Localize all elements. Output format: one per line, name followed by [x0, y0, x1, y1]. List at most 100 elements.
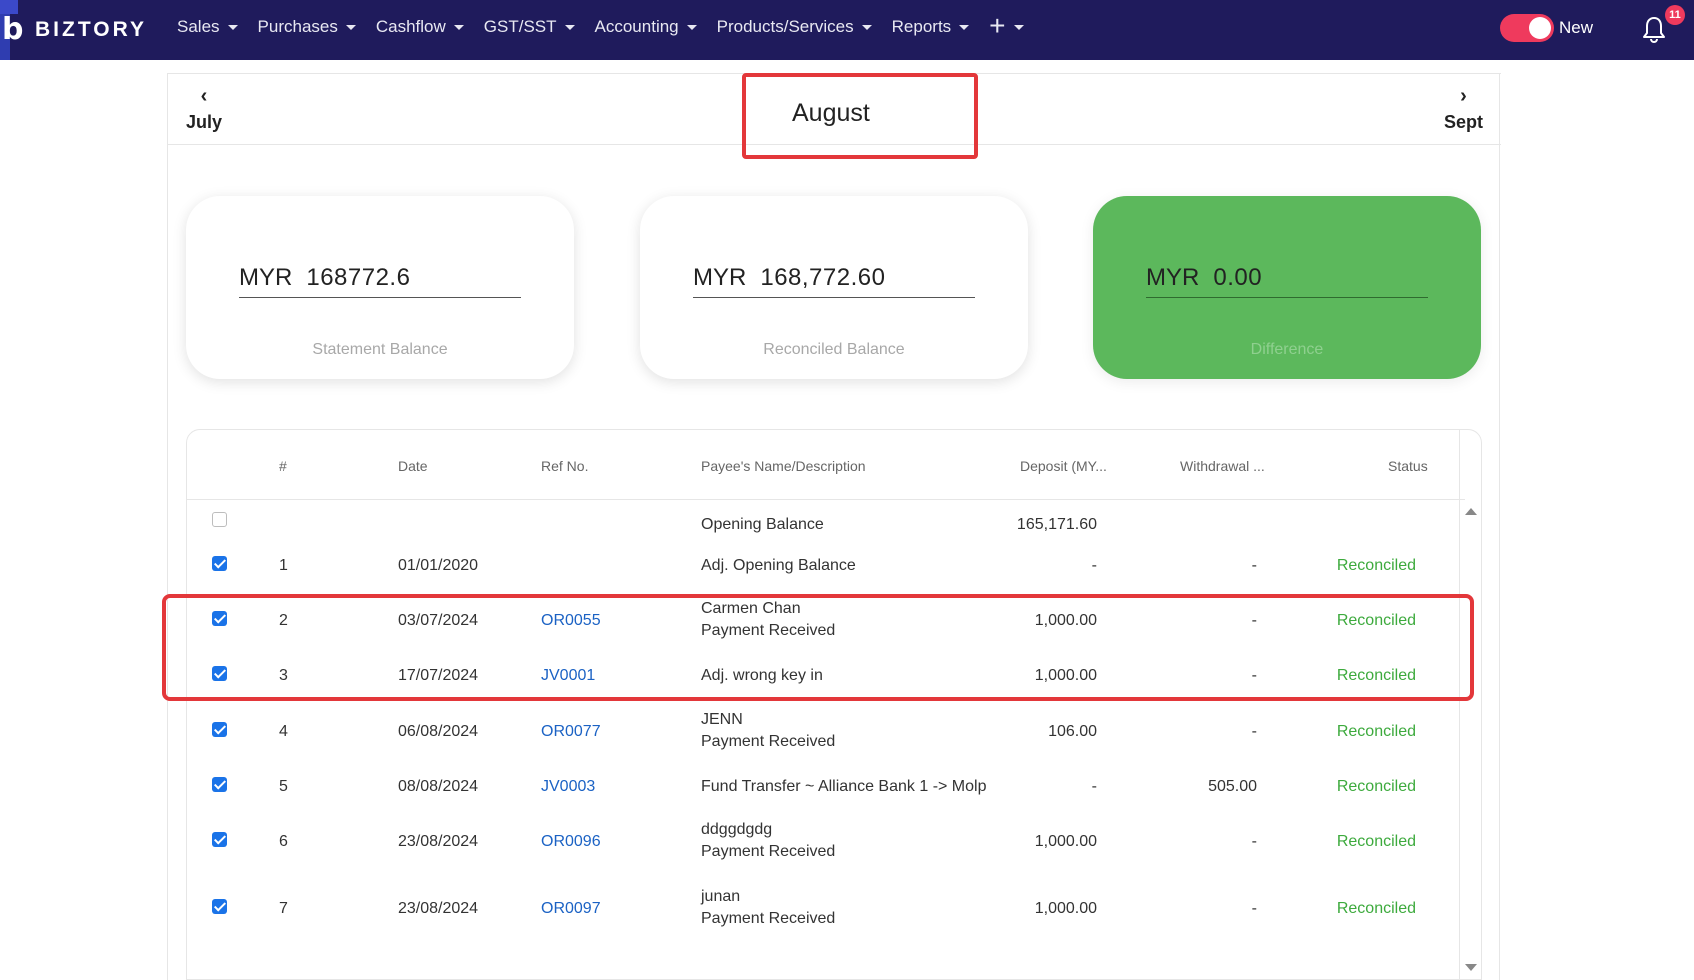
difference-value: 0.00 — [1213, 263, 1263, 291]
row-status: Reconciled — [1336, 833, 1416, 850]
col-header-date[interactable]: Date — [398, 458, 428, 474]
table-header: # Date Ref No. Payee's Name/Description … — [187, 430, 1465, 500]
row-description: Adj. wrong key in — [701, 667, 823, 684]
row-status: Reconciled — [1336, 612, 1416, 629]
notification-badge: 11 — [1665, 5, 1685, 25]
row-number: 6 — [279, 833, 288, 850]
menu-label: Cashflow — [375, 17, 446, 36]
brand-name: BIZTORY — [35, 18, 148, 41]
row-ref-link[interactable]: OR0096 — [541, 833, 601, 850]
table-scrollbar[interactable] — [1459, 430, 1481, 979]
row-deposit: 1,000.00 — [1034, 612, 1097, 629]
chevron-down-icon — [227, 24, 238, 30]
row-checkbox[interactable] — [212, 666, 227, 681]
menu-purchases[interactable]: Purchases — [258, 17, 356, 37]
col-header-status[interactable]: Status — [1388, 458, 1428, 474]
transactions-table: # Date Ref No. Payee's Name/Description … — [186, 429, 1482, 980]
col-header-withdrawal[interactable]: Withdrawal ... — [1180, 458, 1265, 474]
row-withdrawal: 505.00 — [1208, 778, 1257, 795]
chevron-down-icon — [453, 24, 464, 30]
menu-cashflow[interactable]: Cashflow — [376, 17, 464, 37]
row-number: 5 — [279, 778, 288, 795]
menu-label: Purchases — [257, 17, 338, 36]
row-checkbox[interactable] — [212, 832, 227, 847]
row-withdrawal: - — [1251, 723, 1257, 740]
scroll-up-icon[interactable] — [1465, 508, 1477, 515]
row-checkbox[interactable] — [212, 512, 227, 527]
bell-icon[interactable] — [1640, 14, 1668, 44]
row-deposit: 1,000.00 — [1034, 667, 1097, 684]
statement-balance-caption: Statement Balance — [312, 341, 448, 358]
row-date: 08/08/2024 — [398, 778, 479, 795]
row-payee: Carmen Chan — [701, 600, 801, 617]
toggle-label: New — [1559, 18, 1594, 37]
col-header-payee[interactable]: Payee's Name/Description — [701, 458, 866, 474]
row-date: 17/07/2024 — [398, 667, 479, 684]
row-number: 2 — [279, 612, 288, 629]
quick-add-menu[interactable]: + — [989, 10, 1024, 42]
row-status: Reconciled — [1336, 557, 1416, 574]
brand-logo[interactable]: b BIZTORY — [0, 0, 147, 60]
new-ui-toggle[interactable] — [1500, 14, 1554, 42]
row-description: JENN Payment Received — [701, 711, 835, 751]
col-header-ref[interactable]: Ref No. — [541, 458, 589, 474]
row-deposit: 1,000.00 — [1034, 833, 1097, 850]
menu-gst-sst[interactable]: GST/SST — [484, 17, 575, 37]
row-ref-link[interactable]: OR0077 — [541, 723, 601, 740]
col-header-number[interactable]: # — [279, 458, 287, 474]
row-checkbox[interactable] — [212, 611, 227, 626]
next-month-label: Sept — [1443, 112, 1483, 132]
row-date: 03/07/2024 — [398, 612, 479, 629]
current-month-label: August — [792, 99, 870, 127]
row-ref-link[interactable]: OR0097 — [541, 900, 601, 917]
row-checkbox[interactable] — [212, 777, 227, 792]
previous-month-button[interactable]: ‹ July — [186, 86, 222, 133]
row-deposit: 1,000.00 — [1034, 900, 1097, 917]
row-checkbox[interactable] — [212, 722, 227, 737]
table-row: 4 06/08/2024 OR0077 JENN Payment Receive… — [187, 705, 1465, 760]
menu-reports[interactable]: Reports — [892, 17, 970, 37]
row-date: 23/08/2024 — [398, 900, 479, 917]
row-status: Reconciled — [1336, 778, 1416, 795]
next-month-button[interactable]: › Sept — [1444, 86, 1483, 133]
difference-caption: Difference — [1250, 341, 1324, 358]
statement-balance-field[interactable]: MYR 168772.6 — [239, 258, 521, 298]
menu-label: Products/Services — [716, 17, 854, 36]
menu-products-services[interactable]: Products/Services — [717, 17, 872, 37]
row-date: 06/08/2024 — [398, 723, 479, 740]
difference-card: MYR 0.00 Difference — [1093, 196, 1481, 379]
statement-balance-card: MYR 168772.6 Statement Balance — [186, 196, 574, 379]
row-ref-link[interactable]: OR0055 — [541, 612, 601, 629]
table-row: 3 17/07/2024 JV0001 Adj. wrong key in 1,… — [187, 650, 1465, 700]
row-description: Carmen Chan Payment Received — [701, 600, 835, 640]
chevron-right-icon: › — [1460, 85, 1467, 107]
row-ref-link[interactable]: JV0003 — [541, 778, 596, 795]
row-deposit: 165,171.60 — [1016, 516, 1097, 533]
col-header-deposit[interactable]: Deposit (MY... — [1020, 458, 1107, 474]
row-status: Reconciled — [1336, 667, 1416, 684]
table-row: 2 03/07/2024 OR0055 Carmen Chan Payment … — [187, 595, 1465, 650]
row-payee: JENN — [701, 711, 743, 728]
row-description-detail: Payment Received — [701, 622, 836, 639]
row-description: Adj. Opening Balance — [701, 557, 856, 574]
row-withdrawal: - — [1251, 557, 1257, 574]
chevron-down-icon — [564, 24, 575, 30]
menu-accounting[interactable]: Accounting — [595, 17, 697, 37]
scroll-down-icon[interactable] — [1465, 964, 1477, 971]
currency-label: MYR — [693, 263, 747, 291]
row-withdrawal: - — [1251, 900, 1257, 917]
previous-month-label: July — [186, 112, 223, 132]
reconciled-balance-caption: Reconciled Balance — [763, 341, 905, 358]
row-ref-link[interactable]: JV0001 — [541, 667, 596, 684]
reconciled-balance-value: 168,772.60 — [760, 263, 886, 291]
row-date: 01/01/2020 — [398, 557, 479, 574]
currency-label: MYR — [1146, 263, 1200, 291]
row-payee: junan — [701, 888, 741, 905]
row-number: 1 — [279, 557, 288, 574]
menu-sales[interactable]: Sales — [177, 17, 238, 37]
row-checkbox[interactable] — [212, 556, 227, 571]
reconciliation-panel: ‹ July › Sept August MYR 168772.6 Statem… — [167, 73, 1501, 980]
currency-label: MYR — [239, 263, 293, 291]
row-checkbox[interactable] — [212, 899, 227, 914]
chevron-down-icon — [959, 24, 970, 30]
